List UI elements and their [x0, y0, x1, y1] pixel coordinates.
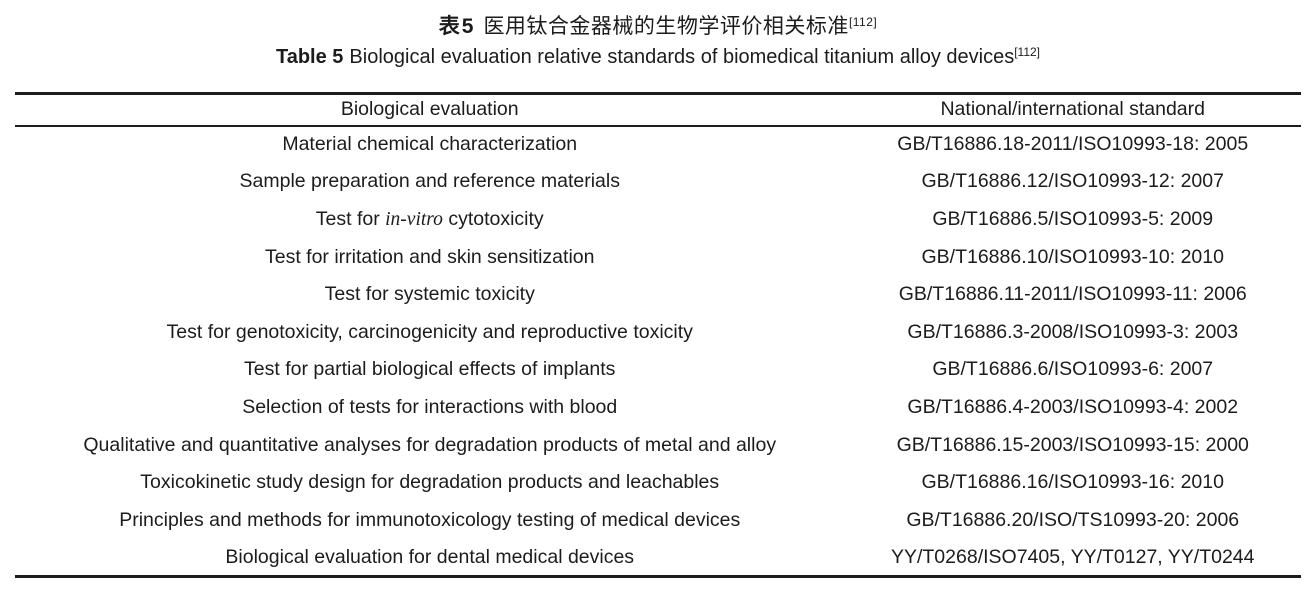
evaluation-cell: Toxicokinetic study design for degradati… — [140, 471, 720, 494]
table-title-chinese: 医用钛合金器械的生物学评价相关标准 — [483, 15, 849, 38]
table-row: Test for in-vitro cytotoxicity GB/T16886.… — [15, 201, 1301, 239]
table-title-english: Biological evaluation relative standards… — [349, 46, 1015, 68]
standard-cell: GB/T16886.5/ISO10993-5: 2009 — [932, 207, 1214, 230]
table-caption-english: Table 5 Biological evaluation relative st… — [15, 42, 1301, 72]
standard-cell: GB/T16886.16/ISO10993-16: 2010 — [921, 471, 1224, 494]
table-row: Sample preparation and reference materia… — [15, 163, 1301, 201]
table-caption-chinese: 表5 医用钛合金器械的生物学评价相关标准[112] — [15, 12, 1301, 42]
standard-cell: GB/T16886.12/ISO10993-12: 2007 — [921, 170, 1224, 193]
standard-cell: GB/T16886.4-2003/ISO10993-4: 2002 — [907, 395, 1239, 418]
column-header-biological-evaluation: Biological evaluation — [15, 93, 845, 127]
citation-reference: [112] — [1014, 45, 1041, 59]
standard-cell: GB/T16886.10/ISO10993-10: 2010 — [921, 245, 1224, 268]
header-row: Biological evaluation National/internati… — [15, 93, 1301, 127]
evaluation-cell: Test for partial biological effects of i… — [244, 358, 616, 381]
standard-cell: YY/T0268/ISO7405, YY/T0127, YY/T0244 — [890, 545, 1255, 568]
latin-term-italic: in-vitro — [385, 208, 443, 230]
standard-cell: GB/T16886.18-2011/ISO10993-18: 2005 — [897, 133, 1249, 156]
table-row: Test for systemic toxicity GB/T16886.11-2… — [15, 276, 1301, 314]
standard-cell: GB/T16886.6/ISO10993-6: 2007 — [932, 358, 1214, 381]
evaluation-cell: Test for genotoxicity, carcinogenicity a… — [166, 320, 693, 343]
standard-cell: GB/T16886.3-2008/ISO10993-3: 2003 — [907, 320, 1239, 343]
standard-cell: GB/T16886.20/ISO/TS10993-20: 2006 — [906, 508, 1240, 531]
evaluation-cell: Selection of tests for interactions with… — [242, 395, 618, 418]
citation-reference: [112] — [848, 15, 878, 29]
table-body: Material chemical characterization GB/T16… — [15, 126, 1301, 577]
evaluation-cell: Qualitative and quantitative analyses fo… — [83, 433, 777, 456]
evaluation-cell: Test for irritation and skin sensitizati… — [264, 245, 595, 268]
table-number-english: Table 5 — [275, 46, 344, 68]
table-row: Test for irritation and skin sensitizati… — [15, 238, 1301, 276]
evaluation-cell: Sample preparation and reference materia… — [239, 170, 620, 193]
evaluation-cell: Principles and methods for immunotoxicol… — [119, 508, 741, 531]
table-row: Toxicokinetic study design for degradati… — [15, 464, 1301, 502]
table-row: Test for genotoxicity, carcinogenicity a… — [15, 313, 1301, 351]
column-header-national-international-standard: National/international standard — [844, 93, 1301, 127]
table-row: Biological evaluation for dental medical… — [15, 539, 1301, 577]
evaluation-cell: Test for systemic toxicity — [324, 283, 535, 306]
standards-table: Biological evaluation National/internati… — [15, 92, 1301, 579]
table-row: Test for partial biological effects of i… — [15, 351, 1301, 389]
table-number-chinese: 表5 — [438, 15, 476, 38]
standard-cell: GB/T16886.15-2003/ISO10993-15: 2000 — [896, 433, 1249, 456]
table-header: Biological evaluation National/internati… — [15, 93, 1301, 127]
evaluation-cell: Material chemical characterization — [282, 133, 578, 156]
table-row: Principles and methods for immunotoxicol… — [15, 501, 1301, 539]
table-row: Material chemical characterization GB/T16… — [15, 126, 1301, 164]
evaluation-cell: Test for in-vitro cytotoxicity — [315, 207, 544, 230]
evaluation-cell: Biological evaluation for dental medical… — [225, 545, 635, 568]
table-caption: 表5 医用钛合金器械的生物学评价相关标准[112] Table 5 Biologic… — [15, 12, 1301, 72]
standard-cell: GB/T16886.11-2011/ISO10993-11: 2006 — [898, 283, 1247, 306]
table-row: Selection of tests for interactions with… — [15, 389, 1301, 427]
table-row: Qualitative and quantitative analyses fo… — [15, 426, 1301, 464]
